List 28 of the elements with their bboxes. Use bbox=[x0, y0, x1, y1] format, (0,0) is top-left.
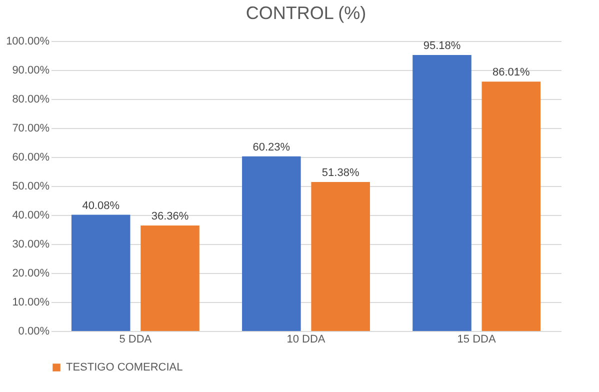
bar bbox=[242, 156, 301, 331]
bar bbox=[71, 214, 130, 331]
y-tick-label: 70.00% bbox=[12, 122, 50, 134]
bar bbox=[412, 54, 472, 331]
y-tick-label: 10.00% bbox=[12, 296, 50, 308]
y-tick-label: 40.00% bbox=[12, 210, 50, 222]
bar bbox=[140, 226, 200, 331]
y-tick-label: 20.00% bbox=[12, 268, 50, 280]
x-tick-label: 5 DDA bbox=[119, 334, 152, 346]
y-tick-label: 90.00% bbox=[12, 64, 50, 76]
x-tick-label: 15 DDA bbox=[457, 334, 496, 346]
x-tick-label: 10 DDA bbox=[286, 334, 326, 346]
bar bbox=[482, 82, 541, 331]
y-tick-label: 50.00% bbox=[12, 180, 50, 192]
data-label: 36.36% bbox=[151, 210, 189, 223]
chart-title: CONTROL (%) bbox=[246, 3, 366, 23]
legend-label: TESTIGO COMERCIAL bbox=[66, 362, 183, 374]
data-label: 51.38% bbox=[322, 167, 360, 179]
y-tick-label: 80.00% bbox=[12, 94, 50, 106]
data-label: 40.08% bbox=[82, 200, 120, 212]
y-tick-label: 0.00% bbox=[18, 326, 50, 338]
y-tick-label: 100.00% bbox=[6, 36, 50, 48]
data-label: 95.18% bbox=[423, 40, 461, 52]
y-tick-label: 60.00% bbox=[12, 152, 50, 164]
y-tick-label: 30.00% bbox=[12, 238, 50, 250]
data-label: 60.23% bbox=[252, 141, 290, 154]
data-label: 86.01% bbox=[492, 66, 530, 79]
bar bbox=[311, 182, 370, 331]
